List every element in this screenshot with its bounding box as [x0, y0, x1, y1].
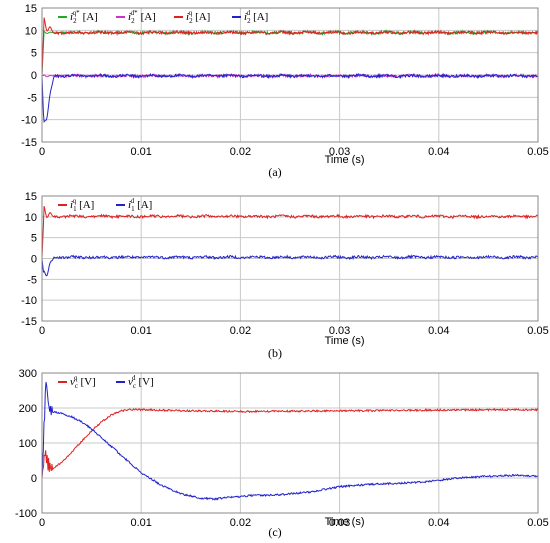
- legend-item-2: i1d [A]: [116, 197, 152, 213]
- legend-label: i2q [A]: [186, 9, 210, 25]
- series-line-3: [41, 17, 539, 76]
- x-tick-label: 0.02: [230, 146, 251, 158]
- y-tick-label: 300: [19, 368, 37, 380]
- y-tick-label: -10: [21, 115, 37, 127]
- y-tick-label: 10: [25, 25, 37, 37]
- series-line-2: [41, 254, 539, 277]
- y-tick-label: 200: [19, 403, 37, 415]
- x-tick-label: 0.05: [527, 325, 548, 337]
- legend-label: i2d [A]: [244, 9, 268, 25]
- y-tick-label: 0: [31, 70, 37, 82]
- legend-label: i1q [A]: [70, 197, 94, 213]
- panel-label: (c): [268, 525, 281, 539]
- x-tick-label: 0.03: [329, 146, 350, 158]
- plot-frame: [41, 372, 539, 514]
- x-tick-label: 0.01: [130, 146, 151, 158]
- x-tick-label: 0.05: [527, 517, 548, 529]
- y-tick-label: 0: [31, 473, 37, 485]
- y-tick-label: 5: [31, 48, 37, 60]
- x-tick-label: 0.02: [230, 325, 251, 337]
- legend-label: vcq [V]: [70, 374, 96, 390]
- x-tick-label: 0.02: [230, 517, 251, 529]
- y-tick-label: 10: [25, 212, 37, 224]
- y-tick-label: -15: [21, 137, 37, 149]
- y-tick-label: -100: [15, 508, 37, 520]
- x-tick-label: 0.04: [428, 146, 449, 158]
- y-tick-label: 15: [25, 191, 37, 203]
- y-tick-label: -5: [27, 92, 37, 104]
- legend-item-4: i2d [A]: [232, 9, 268, 25]
- y-tick-label: -5: [27, 274, 37, 286]
- x-tick-label: 0.03: [329, 325, 350, 337]
- series-line-2: [41, 381, 539, 501]
- x-tick-label: 0.03: [329, 517, 350, 529]
- legend-item-3: i2q [A]: [174, 9, 210, 25]
- x-tick-label: 0.01: [130, 325, 151, 337]
- series-line-1: [41, 407, 539, 479]
- x-tick-label: 0.01: [130, 517, 151, 529]
- x-tick-label: 0.04: [428, 325, 449, 337]
- panel-label: (b): [268, 346, 282, 360]
- x-tick-label: 0: [39, 325, 45, 337]
- panel-label: (a): [268, 165, 281, 179]
- legend-item-1: i2q* [A]: [58, 9, 98, 25]
- x-tick-label: 0: [39, 146, 45, 158]
- legend-label: i2q* [A]: [70, 9, 98, 25]
- x-tick-label: 0.05: [527, 146, 548, 158]
- legend-item-2: vcd [V]: [116, 374, 154, 390]
- legend-label: vcd [V]: [128, 374, 154, 390]
- legend-label: i1d [A]: [128, 197, 152, 213]
- x-axis-label: Time (s): [325, 154, 365, 166]
- y-tick-label: -10: [21, 295, 37, 307]
- y-tick-label: -15: [21, 316, 37, 328]
- x-tick-label: 0: [39, 517, 45, 529]
- legend-label: i2d* [A]: [128, 9, 156, 25]
- legend-item-2: i2d* [A]: [116, 9, 156, 25]
- x-axis-label: Time (s): [325, 516, 365, 528]
- legend-item-1: vcq [V]: [58, 374, 96, 390]
- series-line-4: [41, 72, 539, 124]
- plot-frame: [41, 195, 539, 322]
- y-tick-label: 15: [25, 3, 37, 15]
- y-tick-label: 100: [19, 438, 37, 450]
- plot-frame: [41, 7, 539, 143]
- x-tick-label: 0.04: [428, 517, 449, 529]
- y-tick-label: 5: [31, 233, 37, 245]
- y-tick-label: 0: [31, 254, 37, 266]
- x-axis-label: Time (s): [325, 335, 365, 347]
- series-line-1: [41, 205, 539, 259]
- legend-item-1: i1q [A]: [58, 197, 94, 213]
